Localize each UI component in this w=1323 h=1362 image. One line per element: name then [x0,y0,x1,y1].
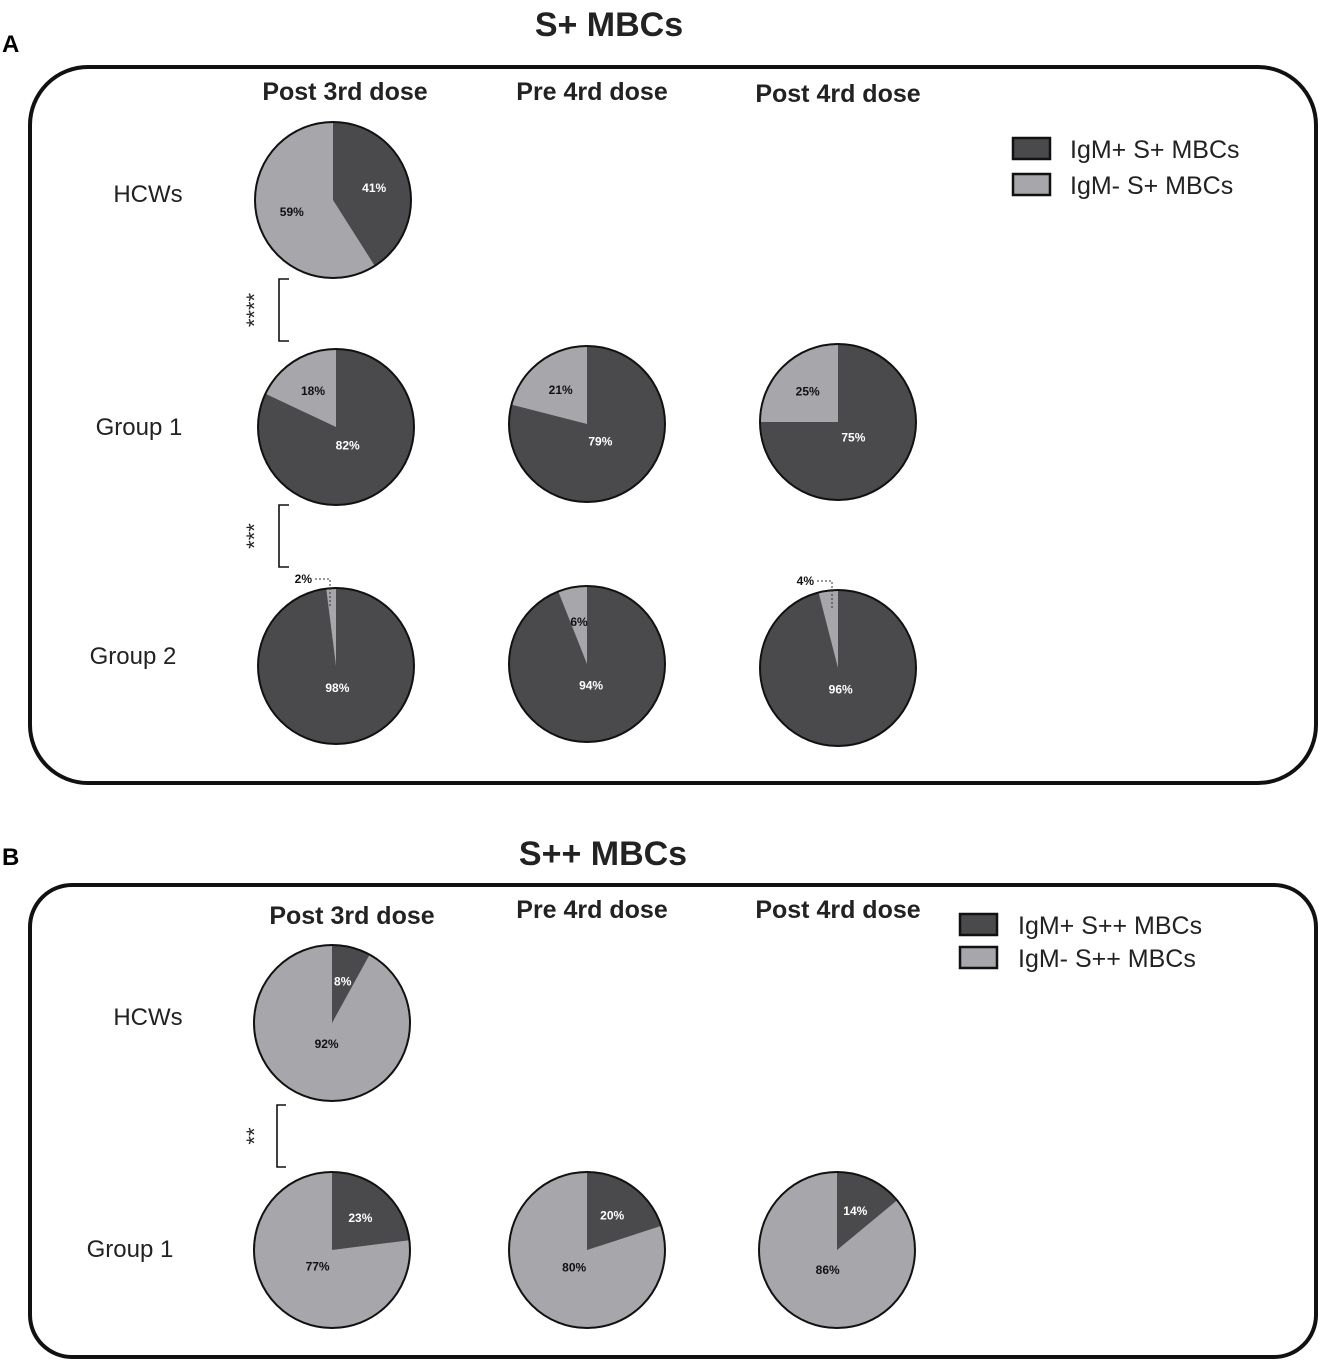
panel-a-legend: IgM+ S+ MBCs IgM- S+ MBCs [1011,136,1240,200]
panel-b-title: S++ MBCs [519,835,687,873]
panel-a-pie-group-2-post-3rd-dose: 98% 2% [257,572,415,745]
panel-a-pie-hcws-post-3rd-dose-label-igm-pos: 41% [362,181,386,195]
panel-b-pie-group-1-pre-4rd-dose-outline [508,1171,666,1329]
panel-b-pie-hcws-post-3rd-dose-label-igm-neg: 92% [315,1037,339,1051]
panel-b-pie-group-1-post-4rd-dose: 14% 86% [758,1171,916,1329]
panel-a-pie-group-1-pre-4rd-dose-label-igm-pos: 79% [588,434,612,448]
legend-label-igm-neg-s-plus-plus: IgM- S++ MBCs [1018,945,1196,973]
panel-a-pie-group-1-post-3rd-dose-label-igm-pos: 82% [336,438,360,452]
panel-b-frame [28,883,1318,1359]
panel-a-pie-group-1-post-3rd-dose-slice-igm-pos [257,349,414,506]
panel-b-pie-group-1-post-3rd-dose-label-igm-neg: 77% [306,1259,330,1273]
panel-a-pie-group-2-post-4rd-dose-slice-igm-pos [759,590,916,746]
panel-a-pie-group-1-post-4rd-dose-outline [759,343,917,501]
panel-b-pie-group-1-pre-4rd-dose: 20% 80% [508,1171,666,1329]
panel-a-pie-group-2-pre-4rd-dose-label-igm-pos: 94% [579,679,603,693]
panel-a-pie-group-2-post-4rd-dose-leader-line [816,580,833,608]
panel-a-row-label-group-1: Group 1 [96,414,183,441]
panel-a-pie-hcws-post-3rd-dose-slice-igm-pos [333,122,411,266]
legend-label-igm-neg-s-plus: IgM- S+ MBCs [1070,172,1233,200]
panel-b: B S++ MBCs Post 3rd dose Pre 4rd dose Po… [2,835,1318,1359]
panel-b-pie-group-1-pre-4rd-dose-slice-igm-pos [587,1172,662,1250]
panel-a-pie-group-1-post-3rd-dose: 82% 18% [257,348,415,506]
panel-b-pie-hcws-post-3rd-dose-label-igm-pos: 8% [334,974,352,988]
panel-a-pie-group-2-post-3rd-dose-label-igm-neg: 2% [295,572,313,586]
panel-b-column-header-post-3rd: Post 3rd dose [269,902,434,930]
panel-a-row-label-hcws: HCWs [113,181,182,208]
significance-label-two-stars: ** [242,1127,267,1145]
panel-b-pie-group-1-pre-4rd-dose-label-igm-neg: 80% [562,1261,586,1275]
panel-a-pie-group-2-post-4rd-dose-outline [759,589,917,747]
panel-b-column-header-post-4rd: Post 4rd dose [755,896,920,924]
panel-a-pie-group-1-pre-4rd-dose-label-igm-neg: 21% [549,383,573,397]
legend-swatch-igm-pos-s-plus-plus [958,912,999,937]
panel-a-pie-group-2-pre-4rd-dose: 94% 6% [508,585,666,743]
panel-a-pie-group-1-post-3rd-dose-label-igm-neg: 18% [301,384,325,398]
significance-bracket-group1-group2-a: *** [242,504,289,568]
panel-a-pie-group-2-post-3rd-dose-leader-line [314,578,331,606]
panel-a-pie-hcws-post-3rd-dose-label-igm-neg: 59% [280,205,304,219]
panel-a-pie-group-2-post-4rd-dose: 96% 4% [759,574,917,747]
panel-a-pie-group-1-post-4rd-dose-label-igm-neg: 25% [796,385,820,399]
panel-a-column-header-post-3rd: Post 3rd dose [262,78,427,106]
panel-a-pie-group-1-pre-4rd-dose: 79% 21% [508,345,666,503]
legend-label-igm-pos-s-plus: IgM+ S+ MBCs [1070,136,1240,164]
panel-b-letter: B [2,844,19,871]
panel-a-pie-group-2-post-4rd-dose-label-igm-neg: 4% [797,574,815,588]
panel-b-pie-group-1-post-4rd-dose-outline [758,1171,916,1329]
legend-swatch-igm-neg-s-plus [1011,172,1052,197]
panel-a-pie-group-1-post-3rd-dose-outline [257,348,415,506]
panel-a-pie-group-1-post-4rd-dose-slice-igm-pos [760,344,916,500]
panel-a-pie-group-2-pre-4rd-dose-slice-igm-pos [509,586,666,742]
significance-label-four-stars: **** [242,292,267,327]
panel-a-pie-group-2-pre-4rd-dose-outline [508,585,666,743]
legend-swatch-igm-neg-s-plus-plus [958,945,999,970]
panel-a-pie-group-1-pre-4rd-dose-outline [508,345,666,503]
panel-a: A S+ MBCs Post 3rd dose Pre 4rd dose Pos… [2,6,1318,785]
panel-a-pie-group-2-post-4rd-dose-label-igm-pos: 96% [829,683,853,697]
panel-a-title: S+ MBCs [535,6,683,44]
panel-a-column-header-post-4rd: Post 4rd dose [755,80,920,108]
pie-charts: 41% 59% 82% 18% 79% 21% 75% 25% 98% 2% 94% 6% 96% 4% 8… [253,121,917,1329]
panel-a-pie-group-2-post-3rd-dose-slice-igm-pos [258,588,415,745]
panel-b-pie-hcws-post-3rd-dose-slice-igm-pos [332,945,370,1023]
panel-b-pie-group-1-post-4rd-dose-label-igm-pos: 14% [843,1204,867,1218]
panel-a-pie-group-1-pre-4rd-dose-slice-igm-pos [508,346,665,502]
panel-b-pie-group-1-post-3rd-dose-label-igm-pos: 23% [348,1211,372,1225]
panel-b-legend: IgM+ S++ MBCs IgM- S++ MBCs [958,912,1202,973]
panel-a-row-label-group-2: Group 2 [90,643,177,670]
panel-a-pie-group-2-post-3rd-dose-label-igm-pos: 98% [325,681,349,695]
panel-a-pie-group-2-pre-4rd-dose-label-igm-neg: 6% [570,615,588,629]
panel-b-pie-hcws-post-3rd-dose: 8% 92% [253,944,411,1102]
significance-label-three-stars: *** [242,523,267,549]
panel-b-pie-hcws-post-3rd-dose-outline [253,944,411,1102]
panel-a-letter: A [2,31,19,58]
panel-b-pie-group-1-post-3rd-dose-slice-igm-pos [332,1172,410,1250]
panel-a-column-header-pre-4rd: Pre 4rd dose [516,78,668,106]
panel-b-pie-group-1-post-4rd-dose-label-igm-neg: 86% [816,1263,840,1277]
panel-b-row-label-group-1: Group 1 [87,1236,174,1263]
legend-swatch-igm-pos-s-plus [1011,136,1052,161]
significance-bracket-hcws-group1-a: **** [242,278,289,342]
panel-a-pie-group-1-post-4rd-dose-label-igm-pos: 75% [841,430,865,444]
panel-a-pie-hcws-post-3rd-dose-outline [254,121,412,279]
panel-a-frame [28,65,1318,785]
panel-b-pie-group-1-post-3rd-dose: 23% 77% [253,1171,411,1329]
panel-b-column-header-pre-4rd: Pre 4rd dose [516,896,668,924]
panel-a-pie-group-2-post-3rd-dose-outline [257,587,415,745]
panel-b-pie-group-1-post-3rd-dose-outline [253,1171,411,1329]
panel-b-pie-group-1-post-4rd-dose-slice-igm-pos [837,1172,898,1250]
significance-bracket-hcws-group1-b: ** [242,1104,286,1168]
panel-a-pie-group-1-post-4rd-dose: 75% 25% [759,343,917,501]
panel-b-row-label-hcws: HCWs [113,1004,182,1031]
panel-a-pie-hcws-post-3rd-dose: 41% 59% [254,121,412,279]
legend-label-igm-pos-s-plus-plus: IgM+ S++ MBCs [1018,912,1202,940]
panel-b-pie-group-1-pre-4rd-dose-label-igm-pos: 20% [600,1208,624,1222]
